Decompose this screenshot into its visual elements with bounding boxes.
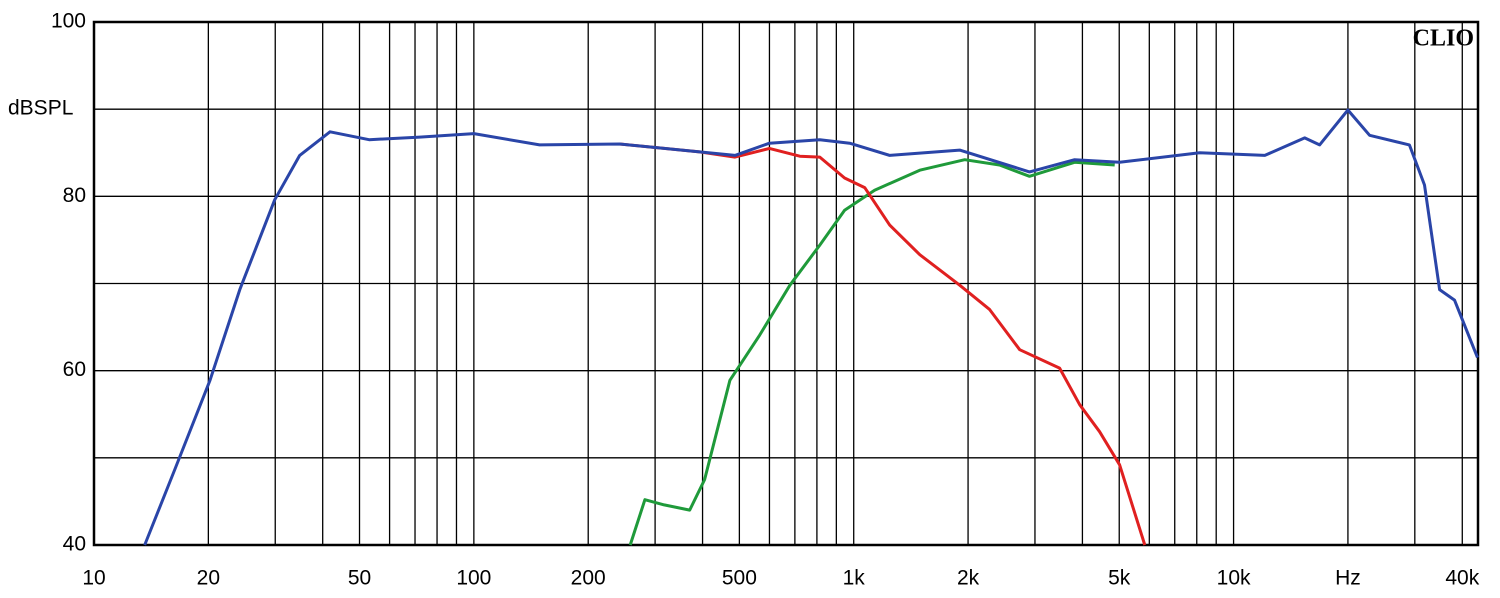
- x-tick-label: Hz: [1335, 567, 1361, 590]
- response-curve: [143, 108, 1479, 546]
- y-tick-label: 100: [51, 10, 86, 33]
- x-tick-label: 50: [348, 567, 371, 590]
- x-tick-label: 5k: [1108, 567, 1131, 590]
- x-tick-label: 20: [197, 567, 220, 590]
- response-curve: [628, 158, 1115, 546]
- y-axis-label: dBSPL: [8, 97, 73, 120]
- x-tick-label: 200: [571, 567, 606, 590]
- x-tick-label: 1k: [843, 567, 866, 590]
- y-tick-label: 40: [63, 533, 86, 556]
- x-tick-label: 10k: [1217, 567, 1251, 590]
- brand: CLIO: [1413, 26, 1474, 52]
- x-tick-label: 100: [456, 567, 491, 590]
- y-tick-label: 60: [63, 358, 86, 381]
- y-tick-label: 80: [63, 184, 86, 207]
- x-tick-label: 500: [722, 567, 757, 590]
- plot-frame: [92, 20, 1480, 547]
- x-tick-label: 10: [82, 567, 105, 590]
- x-tick-label: 40k: [1445, 567, 1479, 590]
- response-curve: [619, 142, 1147, 546]
- x-tick-label: 2k: [957, 567, 980, 590]
